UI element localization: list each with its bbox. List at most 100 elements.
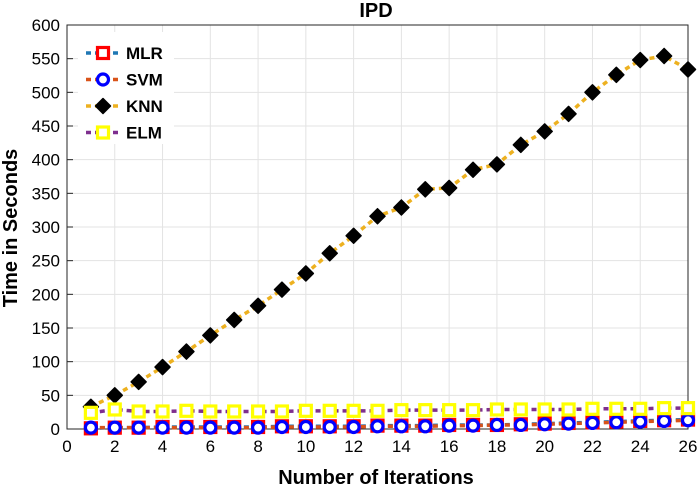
data-point-elm xyxy=(561,402,576,417)
data-point-knn xyxy=(393,199,410,216)
y-tick-label: 0 xyxy=(51,420,60,439)
data-point-knn xyxy=(631,51,649,69)
y-tick-label: 100 xyxy=(32,353,60,372)
data-point-svm xyxy=(633,414,648,429)
data-point-knn xyxy=(464,161,482,179)
data-point-svm xyxy=(489,417,505,433)
data-point-knn xyxy=(417,181,434,198)
y-tick-label: 450 xyxy=(32,117,60,136)
data-point-knn xyxy=(202,327,219,344)
data-point-elm xyxy=(513,402,528,417)
legend-item-mlr: MLR xyxy=(86,44,163,63)
data-point-knn xyxy=(560,105,577,123)
data-point-elm xyxy=(537,402,552,417)
x-tick-label: 6 xyxy=(206,437,215,456)
chart-title: IPD xyxy=(359,0,392,22)
y-tick-label: 400 xyxy=(32,151,60,170)
data-point-knn xyxy=(178,343,195,360)
data-point-elm xyxy=(131,404,146,419)
data-point-elm xyxy=(250,404,266,419)
y-tick-label: 350 xyxy=(32,184,60,203)
data-point-svm xyxy=(370,419,385,434)
y-tick-label: 150 xyxy=(32,319,60,338)
x-tick-label: 20 xyxy=(535,437,554,456)
data-point-elm xyxy=(322,403,337,418)
x-tick-label: 18 xyxy=(487,437,506,456)
data-point-svm xyxy=(346,419,361,435)
data-point-elm xyxy=(155,404,170,419)
data-point-elm xyxy=(274,404,290,419)
data-point-elm xyxy=(465,403,481,418)
data-point-elm xyxy=(442,403,457,418)
data-point-svm xyxy=(179,420,194,435)
data-point-svm xyxy=(680,413,696,428)
x-tick-label: 10 xyxy=(296,437,315,456)
series xyxy=(82,47,697,436)
legend-marker-elm xyxy=(95,125,111,140)
data-point-svm xyxy=(418,419,433,434)
data-point-svm xyxy=(394,419,409,434)
data-point-elm xyxy=(680,401,696,416)
y-tick-label: 550 xyxy=(32,50,60,69)
x-tick-label: 4 xyxy=(158,437,167,456)
data-point-elm xyxy=(489,402,505,417)
legend-label-mlr: MLR xyxy=(126,44,163,63)
y-tick-label: 250 xyxy=(32,252,60,271)
data-point-knn xyxy=(608,66,625,84)
data-point-elm xyxy=(107,402,122,417)
data-point-svm xyxy=(465,418,481,433)
y-tick-label: 50 xyxy=(41,386,60,405)
legend-box xyxy=(78,32,174,144)
data-point-svm xyxy=(513,417,528,433)
legend-marker-knn xyxy=(94,97,112,115)
data-point-knn xyxy=(512,136,530,154)
data-point-knn xyxy=(345,227,362,245)
y-tick-label: 300 xyxy=(32,218,60,237)
data-point-elm xyxy=(633,401,648,416)
data-point-elm xyxy=(370,403,385,418)
data-point-knn xyxy=(369,207,386,225)
y-tick-label: 200 xyxy=(32,285,60,304)
data-point-knn xyxy=(655,47,673,65)
data-point-svm xyxy=(561,416,576,431)
data-point-svm xyxy=(155,420,170,435)
data-point-elm xyxy=(394,403,409,418)
series-elm xyxy=(83,401,696,420)
series-svm xyxy=(83,413,696,435)
data-point-elm xyxy=(418,403,433,418)
legend-item-svm: SVM xyxy=(86,71,163,90)
data-point-svm xyxy=(274,419,290,435)
x-tick-label: 22 xyxy=(583,437,602,456)
legend-items: MLR SVM KNN ELM xyxy=(86,44,163,143)
data-point-knn xyxy=(488,156,506,173)
data-point-elm xyxy=(298,403,313,418)
y-tick-label: 600 xyxy=(32,16,60,35)
data-point-knn xyxy=(249,297,267,315)
x-tick-label: 0 xyxy=(62,437,71,456)
data-point-svm xyxy=(657,413,672,429)
legend-item-elm: ELM xyxy=(86,124,162,143)
x-tick-label: 24 xyxy=(631,437,650,456)
y-tick-label: 500 xyxy=(32,83,60,102)
x-tick-label: 26 xyxy=(679,437,698,456)
x-tick-label: 2 xyxy=(110,437,119,456)
data-point-svm xyxy=(442,418,457,433)
legend-label-knn: KNN xyxy=(126,97,163,116)
data-point-svm xyxy=(203,420,218,435)
x-tick-label: 12 xyxy=(344,437,363,456)
data-point-elm xyxy=(227,404,242,419)
x-tick-label: 8 xyxy=(253,437,262,456)
data-point-elm xyxy=(585,401,600,416)
data-point-elm xyxy=(179,403,194,418)
data-point-knn xyxy=(321,245,338,262)
legend-label-elm: ELM xyxy=(126,124,162,143)
data-point-elm xyxy=(346,403,361,418)
data-point-knn xyxy=(297,265,315,282)
data-point-knn xyxy=(584,84,601,101)
y-axis-ticks: 0 50 100 150 200 250 300 350 400 450 500 550 600 xyxy=(32,16,73,439)
data-point-svm xyxy=(83,420,98,435)
data-point-svm xyxy=(227,420,242,435)
x-tick-label: 14 xyxy=(392,437,411,456)
data-point-svm xyxy=(131,420,146,435)
